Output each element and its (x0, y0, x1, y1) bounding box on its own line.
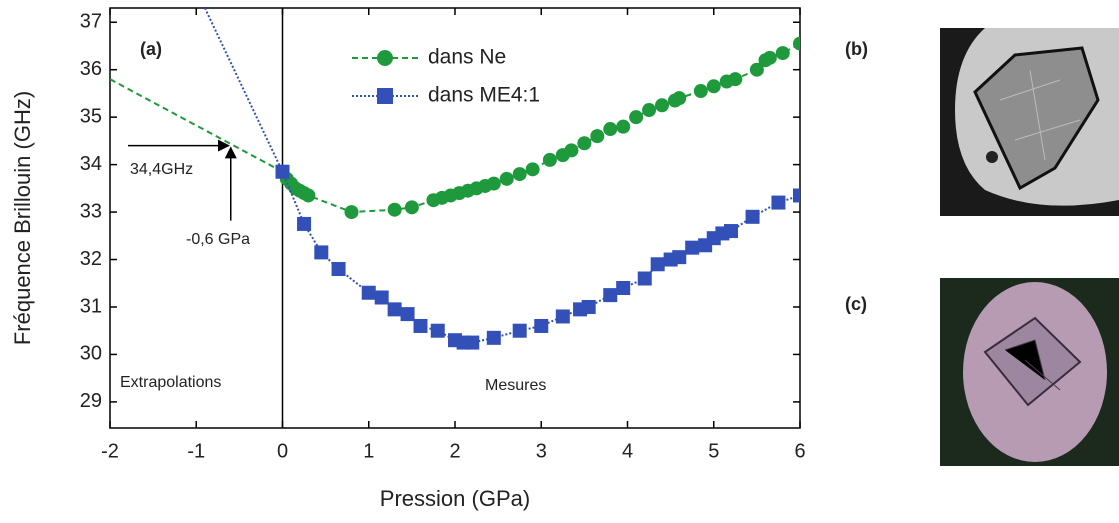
x-tick-label: 0 (277, 440, 288, 462)
marker (465, 335, 480, 350)
y-tick-label: 35 (80, 105, 102, 127)
y-tick-label: 30 (80, 343, 102, 365)
x-tick-label: -2 (101, 440, 119, 462)
marker (650, 257, 665, 272)
marker (590, 129, 605, 144)
region-label: Extrapolations (120, 374, 221, 391)
marker (706, 79, 721, 94)
y-tick-label: 33 (80, 200, 102, 222)
marker (629, 110, 644, 125)
y-axis-label: Fréquence Brillouin (GHz) (10, 91, 35, 345)
marker (430, 323, 445, 338)
legend-marker (377, 88, 393, 104)
marker (793, 188, 800, 203)
marker (512, 323, 527, 338)
marker (486, 330, 501, 345)
marker (413, 318, 428, 333)
x-tick-label: 3 (536, 440, 547, 462)
panel-label: (c) (845, 294, 867, 314)
marker (724, 224, 738, 239)
plot-area (110, 8, 800, 428)
y-tick-label: 32 (80, 248, 102, 270)
marker (486, 176, 501, 191)
legend-marker (377, 50, 393, 66)
marker (555, 309, 570, 324)
marker (693, 84, 708, 99)
marker (642, 103, 657, 118)
marker (775, 46, 790, 61)
marker (655, 98, 669, 113)
marker (728, 72, 743, 87)
marker (685, 240, 700, 255)
marker (749, 62, 764, 77)
panel-label: (b) (845, 39, 868, 59)
x-tick-label: 6 (794, 440, 805, 462)
marker (387, 302, 402, 317)
photo-c (940, 278, 1119, 466)
marker (564, 143, 579, 158)
marker (387, 202, 402, 217)
marker (637, 271, 652, 286)
legend-label: dans Ne (428, 46, 506, 69)
marker (672, 91, 687, 106)
y-tick-label: 31 (80, 295, 102, 317)
marker (314, 245, 329, 260)
marker (542, 152, 557, 167)
marker (616, 281, 631, 295)
marker (400, 307, 415, 322)
annotation: -0,6 GPa (186, 231, 250, 248)
y-tick-label: 36 (80, 58, 102, 80)
marker (793, 36, 800, 51)
region-label: Mesures (485, 377, 546, 394)
marker (361, 285, 376, 300)
extrapolation-line (110, 78, 283, 173)
marker (301, 188, 316, 203)
marker (499, 171, 514, 186)
marker (616, 119, 631, 134)
plot-frame (109, 7, 801, 429)
series-line (281, 42, 800, 214)
marker (534, 318, 549, 333)
x-tick-label: 2 (449, 440, 460, 462)
y-tick-label: 34 (80, 153, 102, 175)
annotation: 34,4GHz (130, 161, 193, 178)
x-tick-label: 1 (363, 440, 374, 462)
y-tick-label: 29 (80, 390, 102, 412)
photo-b (940, 28, 1119, 216)
marker (603, 288, 618, 303)
marker (762, 50, 777, 65)
marker (525, 162, 540, 177)
y-tick-label: 37 (80, 11, 102, 33)
x-axis-label: Pression (GPa) (380, 486, 530, 511)
marker (771, 195, 786, 210)
marker (374, 290, 389, 305)
extrapolation-line (203, 8, 284, 173)
legend-label: dans ME4:1 (428, 84, 540, 107)
marker (275, 164, 290, 179)
marker (331, 262, 346, 277)
series-line (281, 171, 800, 344)
marker (577, 136, 592, 151)
x-tick-label: 5 (708, 440, 719, 462)
marker (581, 299, 596, 314)
marker (672, 250, 687, 265)
marker (404, 200, 419, 215)
marker (603, 122, 618, 137)
x-tick-label: -1 (187, 440, 205, 462)
marker (297, 216, 312, 231)
marker (344, 205, 359, 220)
marker (512, 167, 527, 182)
x-tick-label: 4 (622, 440, 633, 462)
marker (745, 209, 760, 224)
panel-label: (a) (140, 39, 162, 59)
